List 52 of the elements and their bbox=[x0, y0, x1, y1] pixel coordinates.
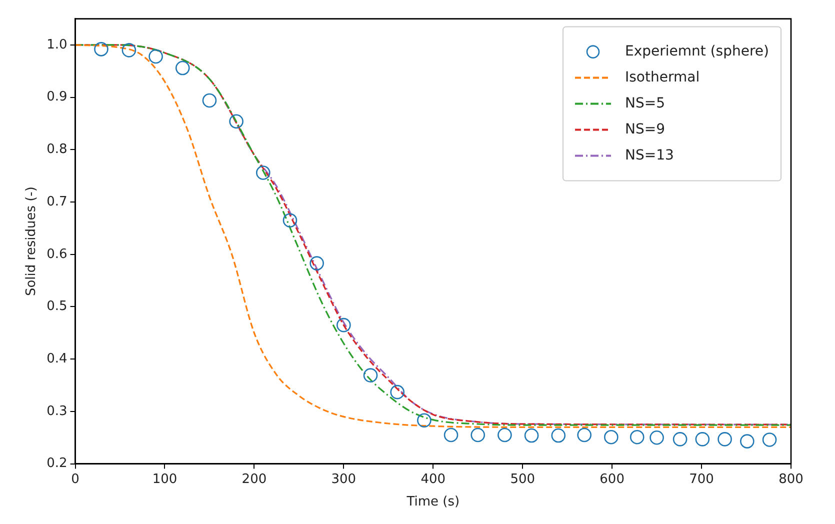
point bbox=[740, 434, 754, 448]
point bbox=[650, 430, 664, 445]
point bbox=[94, 42, 108, 56]
point bbox=[630, 430, 644, 444]
y-tick-label: 0.8 bbox=[46, 142, 68, 158]
point bbox=[363, 368, 378, 382]
legend-label: Experiemnt (sphere) bbox=[625, 43, 770, 60]
point bbox=[762, 432, 777, 447]
x-tick-label: 800 bbox=[778, 472, 804, 487]
point bbox=[282, 213, 298, 228]
point bbox=[718, 432, 732, 446]
point bbox=[577, 428, 592, 442]
point bbox=[229, 114, 244, 129]
point bbox=[524, 428, 539, 443]
x-tick-label: 300 bbox=[331, 472, 356, 487]
x-tick-label: 700 bbox=[689, 472, 714, 487]
x-tick-label: 600 bbox=[600, 472, 624, 487]
x-tick-label: 400 bbox=[420, 472, 446, 487]
point bbox=[498, 428, 512, 442]
x-tick-label: 200 bbox=[242, 472, 267, 487]
legend-label: NS=5 bbox=[625, 95, 666, 112]
x-tick-label: 0 bbox=[71, 472, 80, 487]
y-tick-label: 0.9 bbox=[46, 90, 68, 105]
y-tick-label: 0.6 bbox=[46, 246, 68, 262]
y-tick-label: 0.5 bbox=[46, 299, 68, 314]
point bbox=[122, 43, 136, 58]
point bbox=[336, 318, 351, 332]
point bbox=[604, 430, 618, 444]
y-tick-label: 0.2 bbox=[46, 456, 68, 472]
y-axis-title: Solid residues (-) bbox=[24, 186, 40, 296]
point bbox=[310, 256, 324, 270]
y-tick-label: 0.3 bbox=[46, 404, 68, 419]
point bbox=[175, 60, 190, 76]
point bbox=[695, 432, 710, 446]
y-tick-label: 0.4 bbox=[46, 351, 68, 366]
point bbox=[551, 428, 566, 443]
y-tick-label: 1.0 bbox=[46, 37, 68, 52]
legend-label: Isothermal bbox=[625, 69, 700, 86]
point bbox=[202, 93, 217, 108]
x-tick-label: 500 bbox=[510, 472, 536, 487]
x-axis-title: Time (s) bbox=[406, 494, 460, 510]
point bbox=[390, 384, 404, 400]
point bbox=[470, 428, 486, 442]
point bbox=[672, 432, 688, 446]
y-tick-label: 0.7 bbox=[46, 194, 68, 210]
point bbox=[256, 166, 270, 180]
x-tick-label: 100 bbox=[152, 472, 178, 487]
legend-label: NS=9 bbox=[625, 121, 666, 138]
point bbox=[444, 428, 458, 442]
point bbox=[417, 413, 432, 428]
legend-label: NS=13 bbox=[625, 147, 674, 164]
point bbox=[148, 49, 163, 64]
